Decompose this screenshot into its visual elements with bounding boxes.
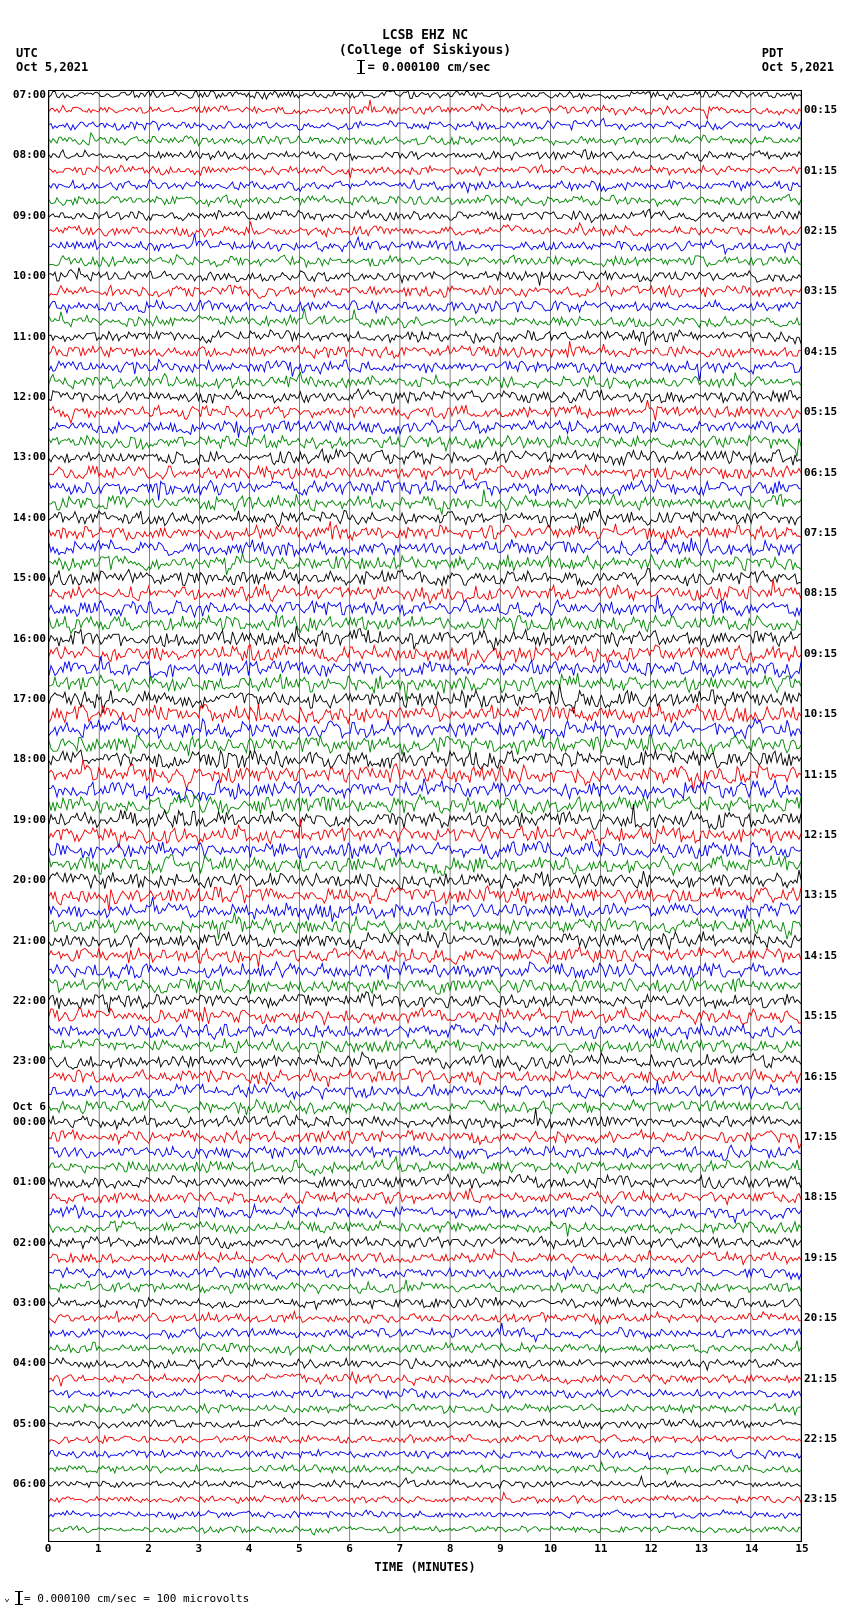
tz-left-date: Oct 5,2021 [16, 60, 88, 74]
left-time-label: 01:00 [4, 1175, 46, 1188]
right-time-label: 23:15 [804, 1492, 846, 1505]
left-time-label: 04:00 [4, 1356, 46, 1369]
left-time-label: 10:00 [4, 269, 46, 282]
right-time-label: 21:15 [804, 1372, 846, 1385]
left-time-label: 12:00 [4, 390, 46, 403]
x-tick-label: 14 [745, 1542, 758, 1555]
x-axis: TIME (MINUTES) 0123456789101112131415 [48, 1540, 802, 1580]
footer-tick-icon: ⌄ [4, 1593, 10, 1604]
station-name: (College of Siskiyous) [0, 43, 850, 58]
x-tick-label: 13 [695, 1542, 708, 1555]
footer-scale-bar-icon [18, 1591, 20, 1605]
seismogram-svg [49, 91, 801, 1541]
left-time-label: 16:00 [4, 632, 46, 645]
tz-left-label: UTC [16, 46, 88, 60]
tz-right-label: PDT [762, 46, 834, 60]
left-time-label: 09:00 [4, 209, 46, 222]
right-time-label: 16:15 [804, 1070, 846, 1083]
left-time-label: 23:00 [4, 1054, 46, 1067]
left-time-label: 03:00 [4, 1296, 46, 1309]
x-tick-label: 2 [145, 1542, 152, 1555]
x-tick-label: 5 [296, 1542, 303, 1555]
tz-left-block: UTC Oct 5,2021 [16, 46, 88, 74]
scale-indicator: = 0.000100 cm/sec [0, 60, 850, 74]
right-time-label: 12:15 [804, 828, 846, 841]
left-time-label: 02:00 [4, 1236, 46, 1249]
x-tick-label: 3 [195, 1542, 202, 1555]
x-tick-label: 11 [594, 1542, 607, 1555]
right-time-label: 11:15 [804, 768, 846, 781]
scale-text: = 0.000100 cm/sec [368, 60, 491, 74]
right-time-label: 08:15 [804, 586, 846, 599]
left-time-label: 11:00 [4, 330, 46, 343]
right-time-label: 22:15 [804, 1432, 846, 1445]
right-time-label: 05:15 [804, 405, 846, 418]
left-time-label: 07:00 [4, 88, 46, 101]
x-tick-label: 15 [795, 1542, 808, 1555]
x-tick-label: 8 [447, 1542, 454, 1555]
left-time-label: 22:00 [4, 994, 46, 1007]
left-time-label: 14:00 [4, 511, 46, 524]
x-tick-label: 12 [645, 1542, 658, 1555]
right-time-label: 07:15 [804, 526, 846, 539]
left-time-label: 21:00 [4, 934, 46, 947]
x-tick-label: 6 [346, 1542, 353, 1555]
left-time-label: 20:00 [4, 873, 46, 886]
left-time-label: 15:00 [4, 571, 46, 584]
x-tick-label: 10 [544, 1542, 557, 1555]
right-time-label: 17:15 [804, 1130, 846, 1143]
x-tick-label: 1 [95, 1542, 102, 1555]
right-time-label: 09:15 [804, 647, 846, 660]
station-code: LCSB EHZ NC [0, 28, 850, 43]
scale-bar-icon [360, 60, 362, 74]
right-time-label: 01:15 [804, 164, 846, 177]
x-tick-label: 4 [246, 1542, 253, 1555]
right-time-label: 00:15 [804, 103, 846, 116]
right-time-label: 10:15 [804, 707, 846, 720]
right-time-label: 03:15 [804, 284, 846, 297]
left-time-label: 19:00 [4, 813, 46, 826]
tz-right-block: PDT Oct 5,2021 [762, 46, 834, 74]
right-time-label: 14:15 [804, 949, 846, 962]
footer: ⌄ = 0.000100 cm/sec = 100 microvolts [4, 1591, 249, 1605]
x-tick-label: 0 [45, 1542, 52, 1555]
seismogram-container: UTC Oct 5,2021 PDT Oct 5,2021 LCSB EHZ N… [0, 0, 850, 1613]
tz-right-date: Oct 5,2021 [762, 60, 834, 74]
right-time-label: 20:15 [804, 1311, 846, 1324]
x-tick-label: 7 [397, 1542, 404, 1555]
footer-text: = 0.000100 cm/sec = 100 microvolts [24, 1592, 249, 1605]
right-time-label: 02:15 [804, 224, 846, 237]
left-time-label: 18:00 [4, 752, 46, 765]
right-time-label: 06:15 [804, 466, 846, 479]
right-time-label: 19:15 [804, 1251, 846, 1264]
right-time-label: 18:15 [804, 1190, 846, 1203]
chart-header: LCSB EHZ NC (College of Siskiyous) = 0.0… [0, 0, 850, 74]
left-time-label: 13:00 [4, 450, 46, 463]
x-tick-label: 9 [497, 1542, 504, 1555]
left-time-label: 17:00 [4, 692, 46, 705]
x-axis-title: TIME (MINUTES) [374, 1560, 475, 1574]
left-time-label: 08:00 [4, 148, 46, 161]
left-time-label: 05:00 [4, 1417, 46, 1430]
plot-area [48, 90, 802, 1542]
right-time-label: 04:15 [804, 345, 846, 358]
left-date-insert: Oct 6 [4, 1100, 46, 1113]
right-time-label: 15:15 [804, 1009, 846, 1022]
left-time-label: 00:00 [4, 1115, 46, 1128]
right-time-label: 13:15 [804, 888, 846, 901]
left-time-label: 06:00 [4, 1477, 46, 1490]
